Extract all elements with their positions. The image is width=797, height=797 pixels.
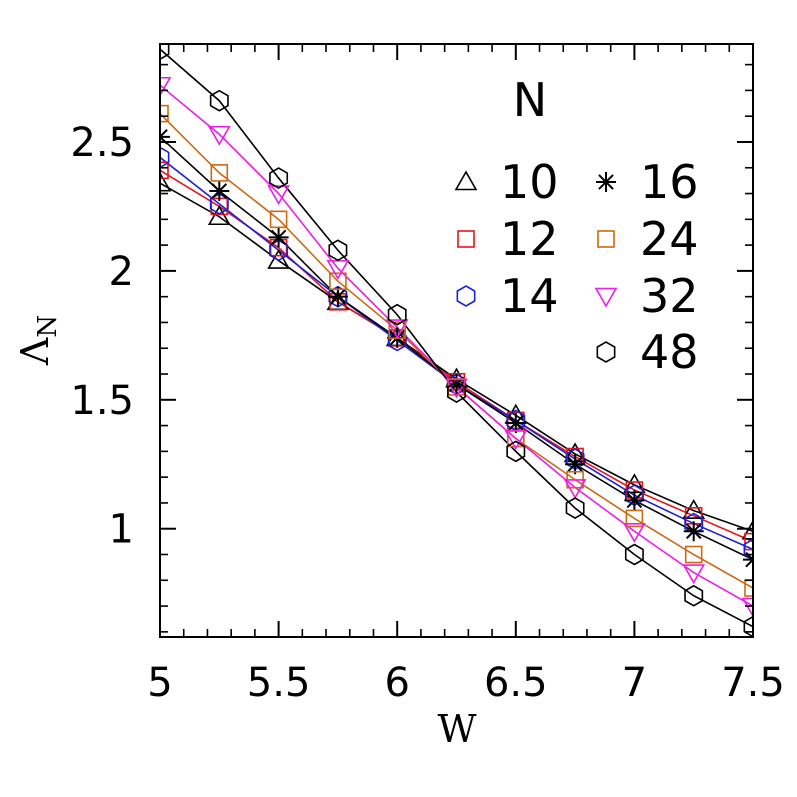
- data-point-16: [505, 413, 526, 434]
- data-point-48: [743, 615, 753, 637]
- y-tick-label: 1: [109, 507, 134, 553]
- data-point-10: [682, 499, 706, 519]
- data-point-16: [683, 521, 704, 542]
- data-point-24: [160, 104, 169, 123]
- data-point-24: [684, 545, 703, 564]
- data-point-32: [445, 378, 468, 399]
- legend-marker-10: [454, 170, 478, 191]
- data-point-32: [267, 185, 290, 206]
- data-point-32: [504, 430, 528, 451]
- data-point-32: [741, 597, 753, 618]
- data-point-16: [327, 286, 348, 307]
- data-point-24: [269, 210, 288, 229]
- x-tick-label: 7.5: [721, 660, 785, 706]
- data-point-48: [565, 497, 585, 520]
- y-axis-label-sub: N: [33, 315, 63, 338]
- legend-marker-14: [456, 285, 476, 307]
- x-tick-label: 5.5: [247, 660, 311, 706]
- data-point-14: [743, 538, 753, 561]
- y-axis-label: ΛN: [13, 315, 63, 366]
- data-point-14: [209, 192, 229, 215]
- legend-title: N: [513, 73, 547, 127]
- data-point-16: [565, 454, 586, 475]
- x-tick-label: 6.5: [484, 660, 548, 706]
- data-point-32: [207, 125, 231, 146]
- data-point-24: [744, 579, 753, 597]
- data-point-10: [207, 205, 231, 226]
- data-point-32: [385, 319, 409, 340]
- data-point-48: [624, 543, 644, 566]
- data-point-48: [269, 167, 289, 189]
- data-point-24: [210, 164, 229, 182]
- data-point-32: [563, 479, 587, 500]
- legend-label-12: 12: [500, 212, 559, 266]
- y-tick-label: 2: [109, 249, 134, 295]
- data-point-32: [623, 522, 646, 543]
- data-point-12: [160, 161, 169, 180]
- legend-label-16: 16: [640, 155, 699, 209]
- data-point-32: [160, 76, 172, 97]
- legend-label-24: 24: [640, 212, 699, 266]
- data-point-14: [160, 146, 170, 169]
- legend-label-48: 48: [640, 325, 699, 379]
- x-tick-label: 7: [622, 660, 647, 706]
- data-point-10: [160, 171, 172, 192]
- plot-frame: [159, 43, 754, 638]
- data-point-10: [267, 248, 290, 269]
- data-point-48: [506, 440, 526, 463]
- legend-marker-24: [597, 230, 615, 248]
- x-tick-label: 6: [384, 660, 409, 706]
- legend-marker-48: [596, 341, 616, 363]
- legend-marker-12: [457, 230, 475, 248]
- y-axis-label-main: Λ: [13, 337, 57, 366]
- svg-text:ΛN: ΛN: [13, 315, 63, 366]
- y-tick-label: 1.5: [70, 378, 134, 424]
- data-point-24: [625, 509, 644, 528]
- y-tick-label: 2.5: [70, 120, 134, 166]
- data-point-48: [387, 303, 407, 326]
- data-point-16: [624, 490, 645, 511]
- legend-label-10: 10: [500, 155, 559, 209]
- legend-label-32: 32: [640, 269, 699, 323]
- legend-marker-32: [594, 287, 618, 308]
- data-point-14: [269, 239, 289, 262]
- data-point-24: [329, 272, 347, 291]
- x-axis-label: W: [437, 707, 476, 751]
- data-point-48: [447, 381, 466, 403]
- data-point-48: [684, 584, 704, 607]
- legend-marker-16: [596, 172, 616, 192]
- data-point-16: [209, 180, 230, 201]
- data-point-48: [328, 239, 348, 262]
- data-point-16: [268, 227, 289, 248]
- data-point-14: [328, 285, 348, 308]
- data-point-12: [744, 532, 753, 551]
- data-point-48: [209, 89, 229, 112]
- data-point-10: [741, 519, 753, 540]
- x-tick-label: 5: [147, 660, 172, 706]
- data-point-32: [682, 564, 706, 585]
- legend-label-14: 14: [500, 269, 559, 323]
